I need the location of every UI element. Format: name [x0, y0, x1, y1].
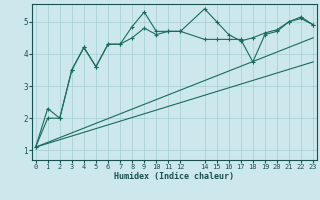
X-axis label: Humidex (Indice chaleur): Humidex (Indice chaleur)	[115, 172, 234, 181]
